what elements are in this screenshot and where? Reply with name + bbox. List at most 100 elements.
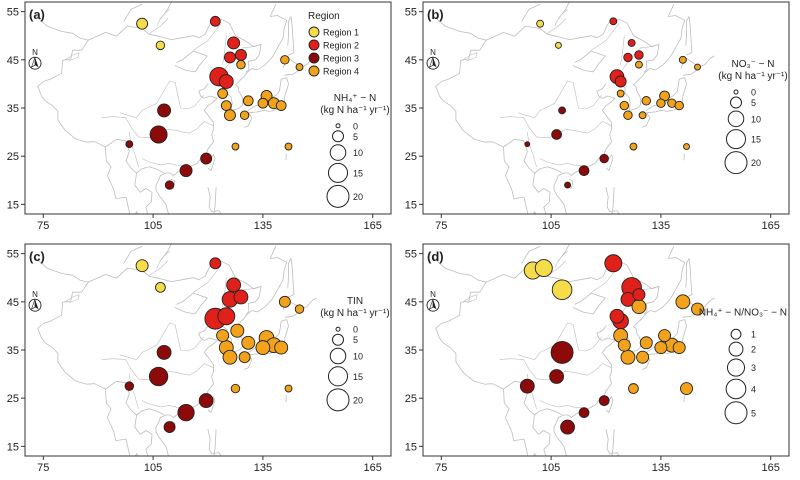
size-legend-symbol: [329, 347, 347, 365]
data-point: [551, 279, 573, 301]
x-tick-label: 105: [542, 462, 560, 474]
size-legend-label: 5: [353, 132, 358, 142]
north-arrow-right: [35, 57, 39, 68]
country-border: [521, 4, 541, 22]
size-legend-symbol: [726, 358, 746, 377]
river: [547, 18, 567, 34]
region-legend-symbol: [308, 52, 320, 64]
country-border: [134, 414, 153, 456]
river: [539, 158, 582, 167]
size-legend-label: 20: [353, 192, 363, 202]
island-outline: [606, 154, 614, 172]
river: [149, 18, 168, 34]
data-point: [125, 140, 134, 149]
size-legend-symbol: [327, 162, 349, 183]
size-legend-label: 15: [751, 135, 761, 145]
data-point: [598, 395, 610, 406]
country-border: [433, 16, 487, 41]
data-point: [654, 341, 668, 355]
size-legend-label: 10: [751, 114, 761, 124]
data-point: [224, 51, 236, 64]
y-tick-label: 25: [7, 151, 19, 163]
size-legend-label: 5: [751, 408, 756, 418]
x-tick-label: 75: [435, 462, 447, 474]
north-arrow-label: N: [32, 290, 38, 299]
island-outline: [207, 154, 216, 172]
map-background: [423, 2, 789, 214]
data-point: [619, 100, 630, 111]
data-point: [164, 180, 175, 190]
y-tick-label: 25: [405, 393, 417, 405]
x-tick-label: 105: [542, 220, 560, 232]
size-legend-symbol: [725, 378, 747, 400]
data-point: [226, 277, 242, 293]
river: [526, 131, 537, 168]
country-border: [105, 146, 131, 214]
data-point: [678, 55, 687, 64]
country-border: [174, 50, 208, 73]
data-point: [623, 110, 633, 120]
data-point: [609, 308, 625, 324]
data-point: [616, 89, 625, 98]
y-tick-label: 55: [405, 249, 417, 261]
data-point: [672, 341, 686, 355]
data-point: [519, 378, 535, 394]
country-border: [532, 453, 537, 456]
river: [517, 80, 602, 118]
data-point: [157, 103, 172, 118]
data-point: [550, 340, 574, 364]
data-point: [578, 165, 590, 177]
size-legend-label: 0: [353, 325, 358, 335]
data-point: [639, 336, 653, 350]
data-point: [284, 142, 293, 151]
y-tick-label: 35: [405, 103, 417, 115]
data-point: [658, 329, 672, 343]
river: [462, 294, 478, 304]
y-tick-label: 55: [405, 7, 417, 19]
y-tick-label: 45: [7, 55, 19, 67]
data-point: [217, 307, 236, 326]
y-tick-label: 35: [405, 345, 417, 357]
panel-label: (c): [29, 249, 45, 264]
country-border: [521, 245, 541, 264]
data-point: [149, 125, 168, 144]
size-legend-title: (kg N ha⁻¹ yr⁻¹): [320, 105, 389, 116]
basemap: [35, 244, 317, 456]
data-point: [680, 382, 693, 396]
data-point: [620, 349, 636, 365]
coastline: [213, 4, 288, 111]
x-tick-label: 165: [364, 220, 382, 232]
size-legend-symbol: [728, 341, 744, 357]
region-legend-symbol: [308, 65, 320, 77]
north-arrow-right: [433, 299, 437, 310]
data-point: [631, 299, 647, 315]
country-border: [503, 146, 529, 214]
data-point: [155, 40, 166, 51]
x-tick-label: 165: [364, 462, 382, 474]
river: [554, 250, 568, 269]
size-legend-label: 5: [751, 98, 756, 108]
north-arrow-left: [30, 57, 36, 68]
river: [554, 8, 568, 27]
y-tick-label: 45: [405, 55, 417, 67]
y-tick-label: 15: [7, 441, 19, 453]
island-outline: [287, 16, 295, 56]
data-point: [136, 17, 149, 30]
data-point: [124, 381, 135, 391]
size-legend-label: 20: [751, 158, 761, 168]
data-point: [218, 74, 234, 89]
island-outline: [605, 429, 620, 456]
basemap: [35, 2, 317, 214]
data-point: [674, 100, 684, 111]
data-points: [519, 254, 704, 435]
data-point: [179, 164, 193, 178]
data-point: [200, 152, 213, 165]
data-point: [628, 383, 639, 394]
size-legend-label: 0: [751, 88, 756, 98]
x-tick-label: 165: [762, 462, 780, 474]
country-border: [35, 258, 89, 283]
size-legend-title: (kg N ha⁻¹ yr⁻¹): [718, 71, 787, 82]
size-legend-title: TIN: [347, 296, 363, 307]
